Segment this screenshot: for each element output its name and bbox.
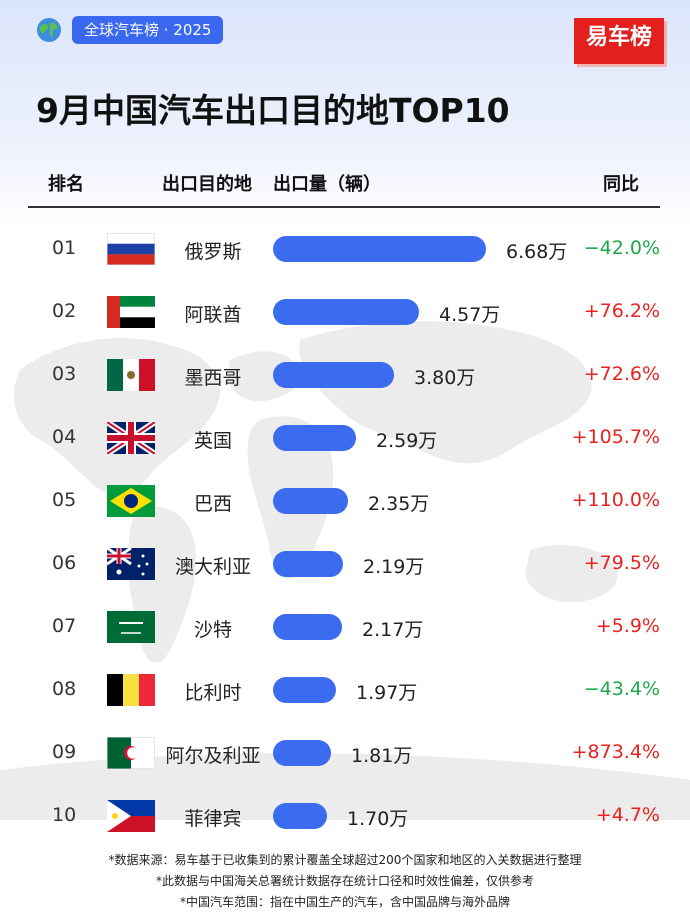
australia-flag-icon [107, 548, 155, 580]
yoy-change: +873.4% [571, 741, 660, 763]
volume-bar [273, 299, 419, 325]
algeria-flag-icon [107, 737, 155, 769]
country-name: 英国 [193, 430, 232, 452]
volume-value-label: 3.80万 [414, 367, 476, 389]
footnote-disclaimer: *此数据与中国海关总署统计数据存在统计口径和时效性偏差，仅供参考 [155, 874, 534, 888]
rank-number: 09 [52, 741, 77, 763]
ranking-tag: 全球汽车榜 · 2025 [72, 16, 224, 44]
globe-emoji-icon [37, 18, 61, 42]
volume-value-label: 4.57万 [439, 304, 501, 326]
page-title: 9月中国汽车出口目的地TOP10 [36, 91, 510, 130]
rank-number: 10 [52, 804, 77, 826]
yoy-change: +72.6% [583, 363, 660, 385]
brazil-flag-icon [107, 485, 155, 517]
yoy-change: +76.2% [583, 300, 660, 322]
footnote-source: *数据来源：易车基于已收集到的累计覆盖全球超过200个国家和地区的入关数据进行整… [108, 853, 582, 867]
volume-bar [273, 362, 394, 388]
yoy-change: +110.0% [571, 489, 660, 511]
rank-number: 08 [52, 678, 77, 700]
country-name: 澳大利亚 [174, 556, 251, 578]
volume-bar [273, 677, 336, 703]
yoy-change: +4.7% [595, 804, 660, 826]
volume-value-label: 2.59万 [376, 430, 438, 452]
yoy-change: −42.0% [583, 237, 660, 259]
country-name: 墨西哥 [184, 367, 242, 389]
country-name: 阿联酋 [184, 304, 242, 326]
uae-flag-icon [107, 296, 155, 328]
country-name: 比利时 [184, 682, 242, 704]
volume-bar [273, 425, 356, 451]
volume-bar [273, 488, 348, 514]
belgium-flag-icon [107, 674, 155, 706]
rank-number: 01 [52, 237, 77, 259]
yoy-change: +105.7% [571, 426, 660, 448]
yoy-change: +79.5% [583, 552, 660, 574]
volume-value-label: 2.19万 [363, 556, 425, 578]
volume-value-label: 1.70万 [347, 808, 409, 830]
rank-number: 06 [52, 552, 77, 574]
saudi-flag-icon [107, 611, 155, 643]
volume-value-label: 1.97万 [356, 682, 418, 704]
yoy-change: −43.4% [583, 678, 660, 700]
country-name: 巴西 [193, 493, 232, 515]
country-name: 阿尔及利亚 [165, 745, 261, 767]
volume-bar [273, 551, 343, 577]
volume-value-label: 1.81万 [351, 745, 413, 767]
header-badge: 全球汽车榜 · 2025 [36, 16, 224, 44]
country-name: 俄罗斯 [184, 241, 242, 263]
volume-value-label: 6.68万 [506, 241, 568, 263]
volume-bar [273, 803, 327, 829]
header-divider [28, 206, 660, 208]
column-header-country: 出口目的地 [162, 174, 252, 195]
rank-number: 03 [52, 363, 77, 385]
rank-number: 02 [52, 300, 77, 322]
rank-number: 05 [52, 489, 77, 511]
volume-value-label: 2.17万 [362, 619, 424, 641]
column-header-yoy: 同比 [603, 174, 639, 195]
yoy-change: +5.9% [595, 615, 660, 637]
rank-number: 04 [52, 426, 77, 448]
footnote-scope: *中国汽车范围：指在中国生产的汽车，含中国品牌与海外品牌 [179, 895, 510, 909]
volume-bar [273, 740, 331, 766]
uk-flag-icon [107, 422, 155, 454]
country-name: 菲律宾 [184, 808, 242, 830]
rank-number: 07 [52, 615, 77, 637]
philippines-flag-icon [107, 800, 155, 832]
volume-bar [273, 236, 486, 262]
volume-value-label: 2.35万 [368, 493, 430, 515]
yiche-logo: 易车榜 [574, 18, 664, 64]
russia-flag-icon [107, 233, 155, 265]
column-header-rank: 排名 [48, 174, 84, 195]
volume-bar [273, 614, 342, 640]
country-name: 沙特 [193, 619, 232, 641]
column-header-volume: 出口量（辆） [273, 174, 381, 195]
mexico-flag-icon [107, 359, 155, 391]
